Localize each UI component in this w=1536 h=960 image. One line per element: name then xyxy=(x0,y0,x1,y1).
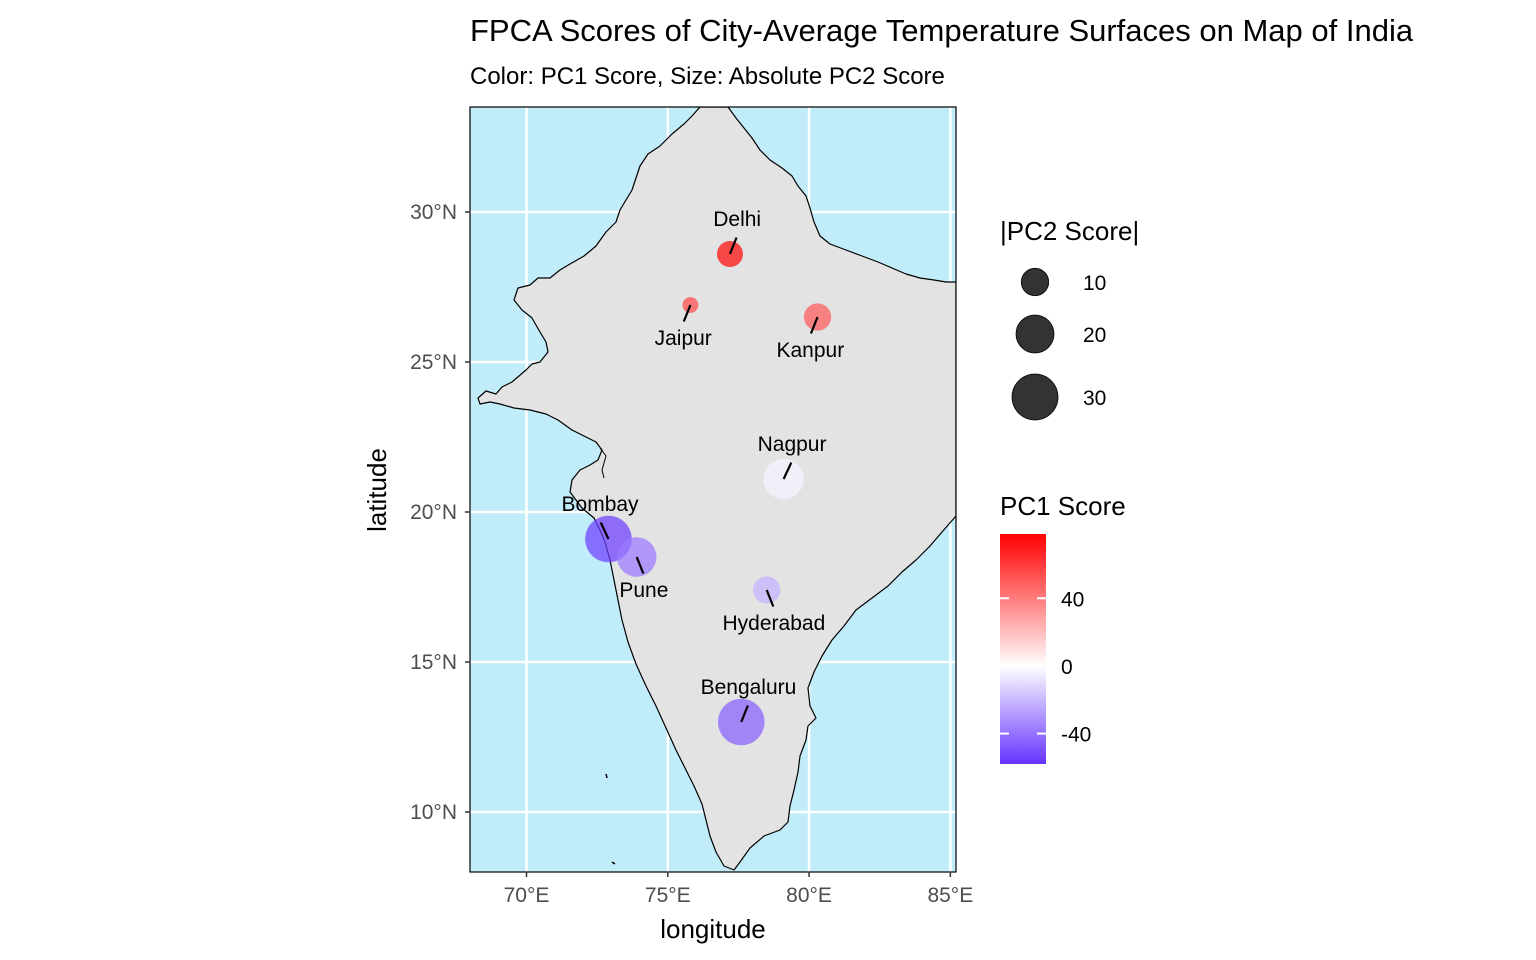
size-key-30 xyxy=(1011,373,1059,421)
y-axis-label: latitude xyxy=(362,448,392,532)
city-labels: Delhi Jaipur Kanpur Nagpur Bombay Pune Hyderab… xyxy=(469,106,957,873)
island-mark xyxy=(605,773,608,779)
label-leader-line xyxy=(728,237,738,255)
city-label-delhi: Delhi xyxy=(713,208,761,231)
label-leader-line xyxy=(782,462,793,480)
island-mark xyxy=(611,861,616,865)
size-key-10 xyxy=(1020,267,1050,297)
color-tick-label: -40 xyxy=(1061,724,1091,747)
x-tick-label: 80°E xyxy=(786,884,832,907)
color-tick-label: 40 xyxy=(1061,588,1084,611)
label-leader-line xyxy=(682,304,692,322)
chart-subtitle: Color: PC1 Score, Size: Absolute PC2 Sco… xyxy=(470,63,945,90)
color-legend-title: PC1 Score xyxy=(1000,491,1126,521)
city-label-pune: Pune xyxy=(619,579,668,602)
size-key-label: 30 xyxy=(1083,387,1106,410)
coastline-detail xyxy=(599,447,607,479)
y-tick-label: 10°N xyxy=(410,801,457,824)
city-label-bombay: Bombay xyxy=(562,493,640,516)
x-axis-label: longitude xyxy=(660,914,766,944)
size-key-20 xyxy=(1015,314,1055,354)
city-label-jaipur: Jaipur xyxy=(655,327,712,350)
city-label-hyderabad: Hyderabad xyxy=(723,612,826,635)
city-label-nagpur: Nagpur xyxy=(758,433,827,456)
city-label-kanpur: Kanpur xyxy=(776,339,844,362)
size-legend: |PC2 Score| 10 20 30 xyxy=(1000,216,1139,421)
size-legend-title: |PC2 Score| xyxy=(1000,216,1139,246)
color-bar xyxy=(1000,534,1046,764)
map-panel: Delhi Jaipur Kanpur Nagpur Bombay Pune Hyderab… xyxy=(469,106,957,873)
label-leader-line xyxy=(809,316,819,334)
y-tick-label: 25°N xyxy=(410,351,457,374)
chart-title: FPCA Scores of City-Average Temperature … xyxy=(470,13,1414,48)
y-tick-label: 20°N xyxy=(410,501,457,524)
y-tick-label: 30°N xyxy=(410,201,457,224)
size-key-label: 20 xyxy=(1083,324,1106,347)
color-tick-label: 0 xyxy=(1061,656,1073,679)
city-label-bengaluru: Bengaluru xyxy=(701,676,797,699)
x-tick-label: 75°E xyxy=(645,884,691,907)
label-leader-line xyxy=(635,556,645,574)
label-leader-line xyxy=(599,522,610,540)
x-tick-label: 70°E xyxy=(504,884,550,907)
label-leader-line xyxy=(740,705,749,723)
x-tick-label: 85°E xyxy=(927,884,973,907)
size-key-label: 10 xyxy=(1083,272,1106,295)
y-tick-label: 15°N xyxy=(410,651,457,674)
color-legend: PC1 Score 40 0 -40 xyxy=(1000,491,1126,764)
x-axis: 70°E 75°E 80°E 85°E xyxy=(504,872,973,907)
label-leader-line xyxy=(765,589,775,607)
y-axis: 10°N 15°N 20°N 25°N 30°N xyxy=(410,201,470,824)
panel-border xyxy=(469,106,957,873)
